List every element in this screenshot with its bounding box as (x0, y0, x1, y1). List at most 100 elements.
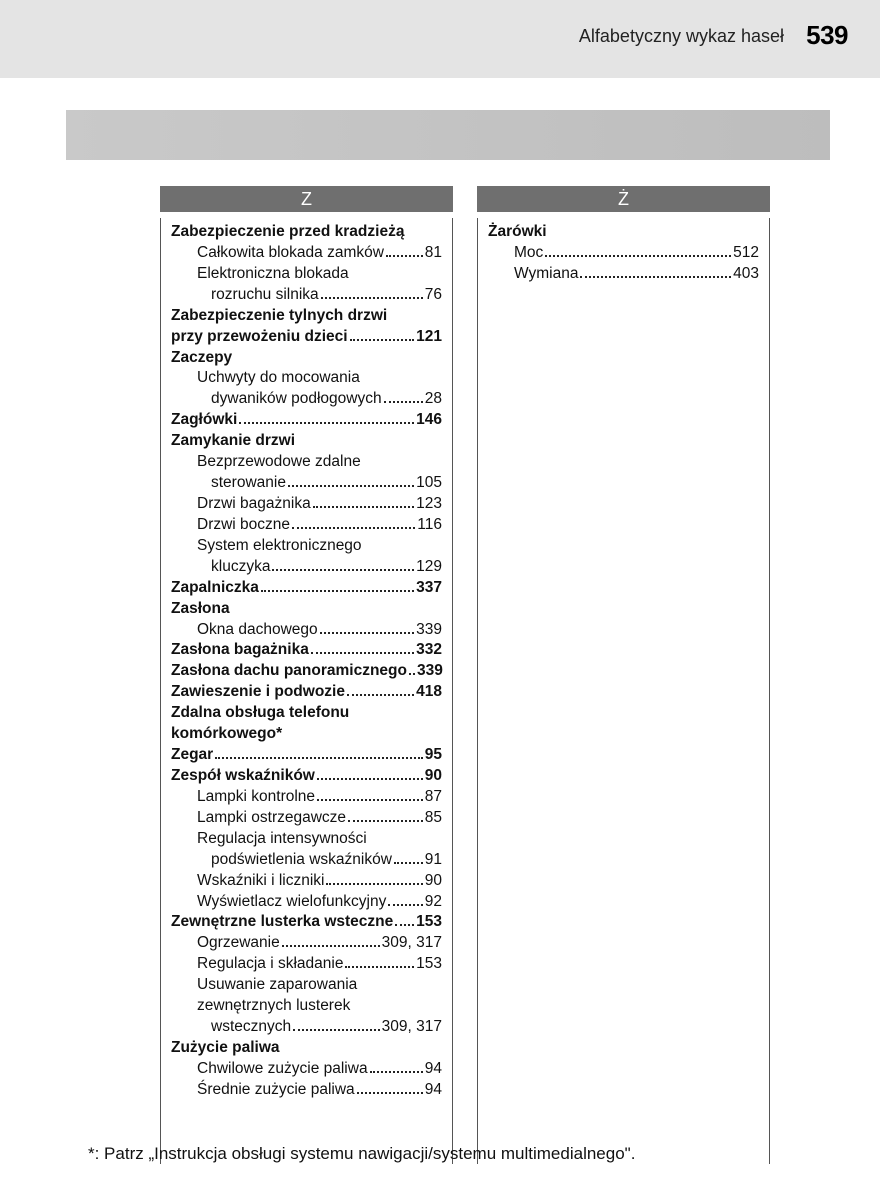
leader-dots (545, 255, 731, 257)
column-zdot: Ż ŻarówkiMoc512Wymiana403 (477, 186, 770, 1164)
entry-label: Drzwi boczne (197, 515, 290, 536)
leader-dots (215, 757, 423, 759)
index-entry: podświetlenia wskaźników91 (171, 850, 442, 871)
index-heading: komórkowego* (171, 724, 442, 745)
leader-dots (239, 422, 414, 424)
index-entry: Bezprzewodowe zdalne (171, 452, 442, 473)
leader-dots (384, 401, 423, 403)
entry-label: Uchwyty do mocowania (197, 368, 360, 389)
entry-label: Zapalniczka (171, 578, 259, 599)
leader-dots (292, 527, 415, 529)
leader-dots (345, 966, 414, 968)
entry-label: podświetlenia wskaźników (211, 850, 392, 871)
entry-label: Całkowita blokada zamków (197, 243, 384, 264)
index-entry: Drzwi boczne 116 (171, 515, 442, 536)
leader-dots (311, 652, 414, 654)
entry-label: Elektroniczna blokada (197, 264, 349, 285)
letter-head-zdot: Ż (477, 186, 770, 212)
leader-dots (321, 297, 423, 299)
index-entry: sterowanie105 (171, 473, 442, 494)
entry-page: 116 (417, 515, 442, 536)
entry-label: kluczyka (211, 557, 270, 578)
leader-dots (388, 904, 422, 906)
entry-page: 87 (425, 787, 442, 808)
entry-page: 337 (416, 578, 442, 599)
entry-page: 332 (416, 640, 442, 661)
leader-dots (261, 590, 414, 592)
index-entry: Zegar95 (171, 745, 442, 766)
page-number: 539 (806, 20, 848, 51)
footnote: *: Patrz „Instrukcja obsługi systemu naw… (88, 1144, 820, 1164)
leader-dots (347, 694, 414, 696)
leader-dots (272, 569, 414, 571)
index-entry: Regulacja intensywności (171, 829, 442, 850)
entry-label: Usuwanie zaparowania (197, 975, 357, 996)
index-entry: Zewnętrzne lusterka wsteczne 153 (171, 912, 442, 933)
index-entry: Chwilowe zużycie paliwa 94 (171, 1059, 442, 1080)
entry-page: 28 (425, 389, 442, 410)
index-entry: Ogrzewanie 309, 317 (171, 933, 442, 954)
leader-dots (348, 820, 423, 822)
leader-dots (282, 945, 380, 947)
index-entry: Okna dachowego339 (171, 620, 442, 641)
entry-page: 121 (416, 327, 442, 348)
entry-page: 94 (425, 1059, 442, 1080)
index-entry: Wyświetlacz wielofunkcyjny 92 (171, 892, 442, 913)
index-heading: Zabezpieczenie przed kradzieżą (171, 222, 442, 243)
entry-page: 153 (416, 912, 442, 933)
entry-page: 123 (416, 494, 442, 515)
entry-page: 129 (416, 557, 442, 578)
entry-label: Wyświetlacz wielofunkcyjny (197, 892, 386, 913)
index-entry: Zagłówki146 (171, 410, 442, 431)
index-entry: Drzwi bagażnika123 (171, 494, 442, 515)
leader-dots (386, 255, 423, 257)
entry-label: Chwilowe zużycie paliwa (197, 1059, 368, 1080)
index-entry: Elektroniczna blokada (171, 264, 442, 285)
entry-label: Ogrzewanie (197, 933, 280, 954)
entry-label: Bezprzewodowe zdalne (197, 452, 361, 473)
entry-label: Regulacja intensywności (197, 829, 367, 850)
leader-dots (293, 1029, 380, 1031)
leader-dots (409, 673, 415, 675)
entry-page: 309, 317 (382, 933, 442, 954)
entry-label: dywaników podłogowych (211, 389, 382, 410)
entry-label: Zasłona bagażnika (171, 640, 309, 661)
index-entry: rozruchu silnika76 (171, 285, 442, 306)
entry-label: Moc (514, 243, 543, 264)
entry-page: 92 (425, 892, 442, 913)
leader-dots (288, 485, 414, 487)
column-z: Z Zabezpieczenie przed kradzieżąCałkowit… (160, 186, 453, 1164)
index-entry: Regulacja i składanie 153 (171, 954, 442, 975)
index-entry: Wymiana403 (488, 264, 759, 285)
entry-label: przy przewożeniu dzieci (171, 327, 348, 348)
entry-page: 339 (416, 620, 442, 641)
index-entry: zewnętrznych lusterek (171, 996, 442, 1017)
index-entry: System elektronicznego (171, 536, 442, 557)
index-entry: Uchwyty do mocowania (171, 368, 442, 389)
entry-page: 309, 317 (382, 1017, 442, 1038)
index-entry: wstecznych309, 317 (171, 1017, 442, 1038)
entry-page: 94 (425, 1080, 442, 1101)
entry-page: 85 (425, 808, 442, 829)
entry-label: Zawieszenie i podwozie (171, 682, 345, 703)
index-entry: Zespół wskaźników90 (171, 766, 442, 787)
header-title: Alfabetyczny wykaz haseł (579, 26, 784, 47)
entry-label: Lampki kontrolne (197, 787, 315, 808)
entry-page: 153 (416, 954, 442, 975)
leader-dots (394, 862, 423, 864)
entry-label: Zewnętrzne lusterka wsteczne (171, 912, 393, 933)
index-entry: Zasłona bagażnika 332 (171, 640, 442, 661)
index-entry: dywaników podłogowych 28 (171, 389, 442, 410)
leader-dots (317, 778, 423, 780)
leader-dots (395, 924, 414, 926)
index-entry: Średnie zużycie paliwa94 (171, 1080, 442, 1101)
index-entry: Zawieszenie i podwozie418 (171, 682, 442, 703)
index-heading: Zasłona (171, 599, 442, 620)
entry-label: Regulacja i składanie (197, 954, 343, 975)
entry-page: 146 (416, 410, 442, 431)
entry-page: 81 (425, 243, 442, 264)
index-heading: Zdalna obsługa telefonu (171, 703, 442, 724)
entry-label: Wymiana (514, 264, 578, 285)
entry-label: rozruchu silnika (211, 285, 319, 306)
entry-label: Zespół wskaźników (171, 766, 315, 787)
